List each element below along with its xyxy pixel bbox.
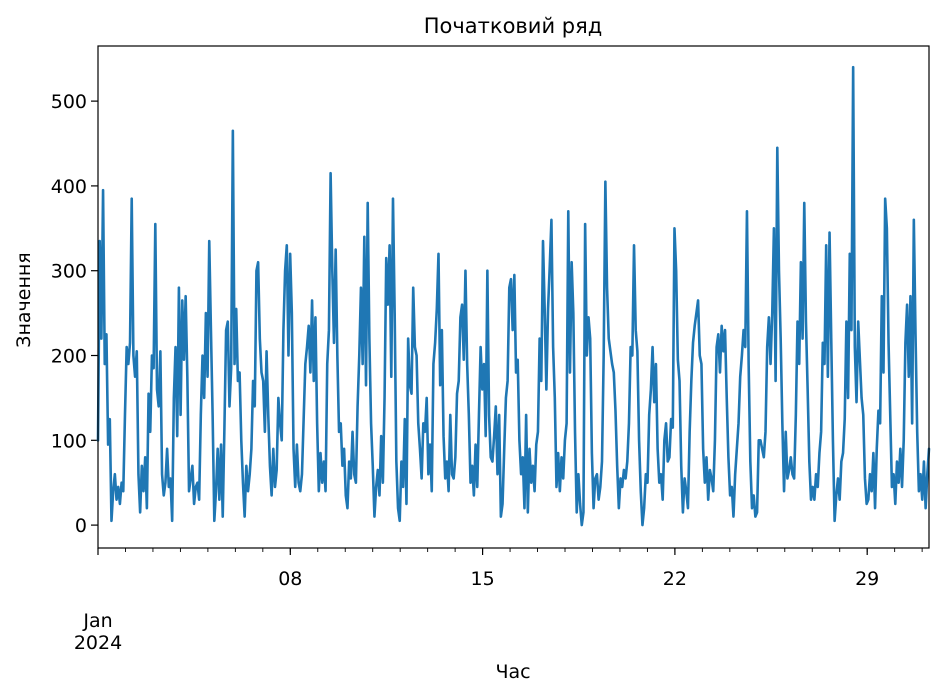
x-tick-label: 08 bbox=[278, 568, 302, 590]
series-line bbox=[96, 65, 931, 527]
y-axis-ticks: 0 100 200 300 400 500 bbox=[51, 91, 98, 537]
plot-frame bbox=[97, 45, 930, 549]
y-tick-label: 100 bbox=[51, 430, 87, 452]
plot-lines bbox=[96, 65, 931, 527]
y-tick-label: 300 bbox=[51, 261, 87, 283]
y-axis-label: Значення bbox=[13, 252, 35, 347]
y-tick-label: 500 bbox=[51, 91, 87, 113]
x-tick-label: 29 bbox=[855, 568, 879, 590]
x-tick-label: 22 bbox=[663, 568, 687, 590]
y-tick-label: 400 bbox=[51, 176, 87, 198]
y-tick-label: 200 bbox=[51, 346, 87, 368]
chart-title: Початковий ряд bbox=[424, 14, 603, 38]
x-axis-ticks: Jan 2024 08 15 22 29 bbox=[74, 548, 923, 654]
x-tick-label: Jan 2024 bbox=[74, 610, 122, 654]
x-tick-label: 15 bbox=[471, 568, 495, 590]
x-axis-label: Час bbox=[495, 661, 530, 683]
y-tick-label: 0 bbox=[75, 515, 87, 537]
